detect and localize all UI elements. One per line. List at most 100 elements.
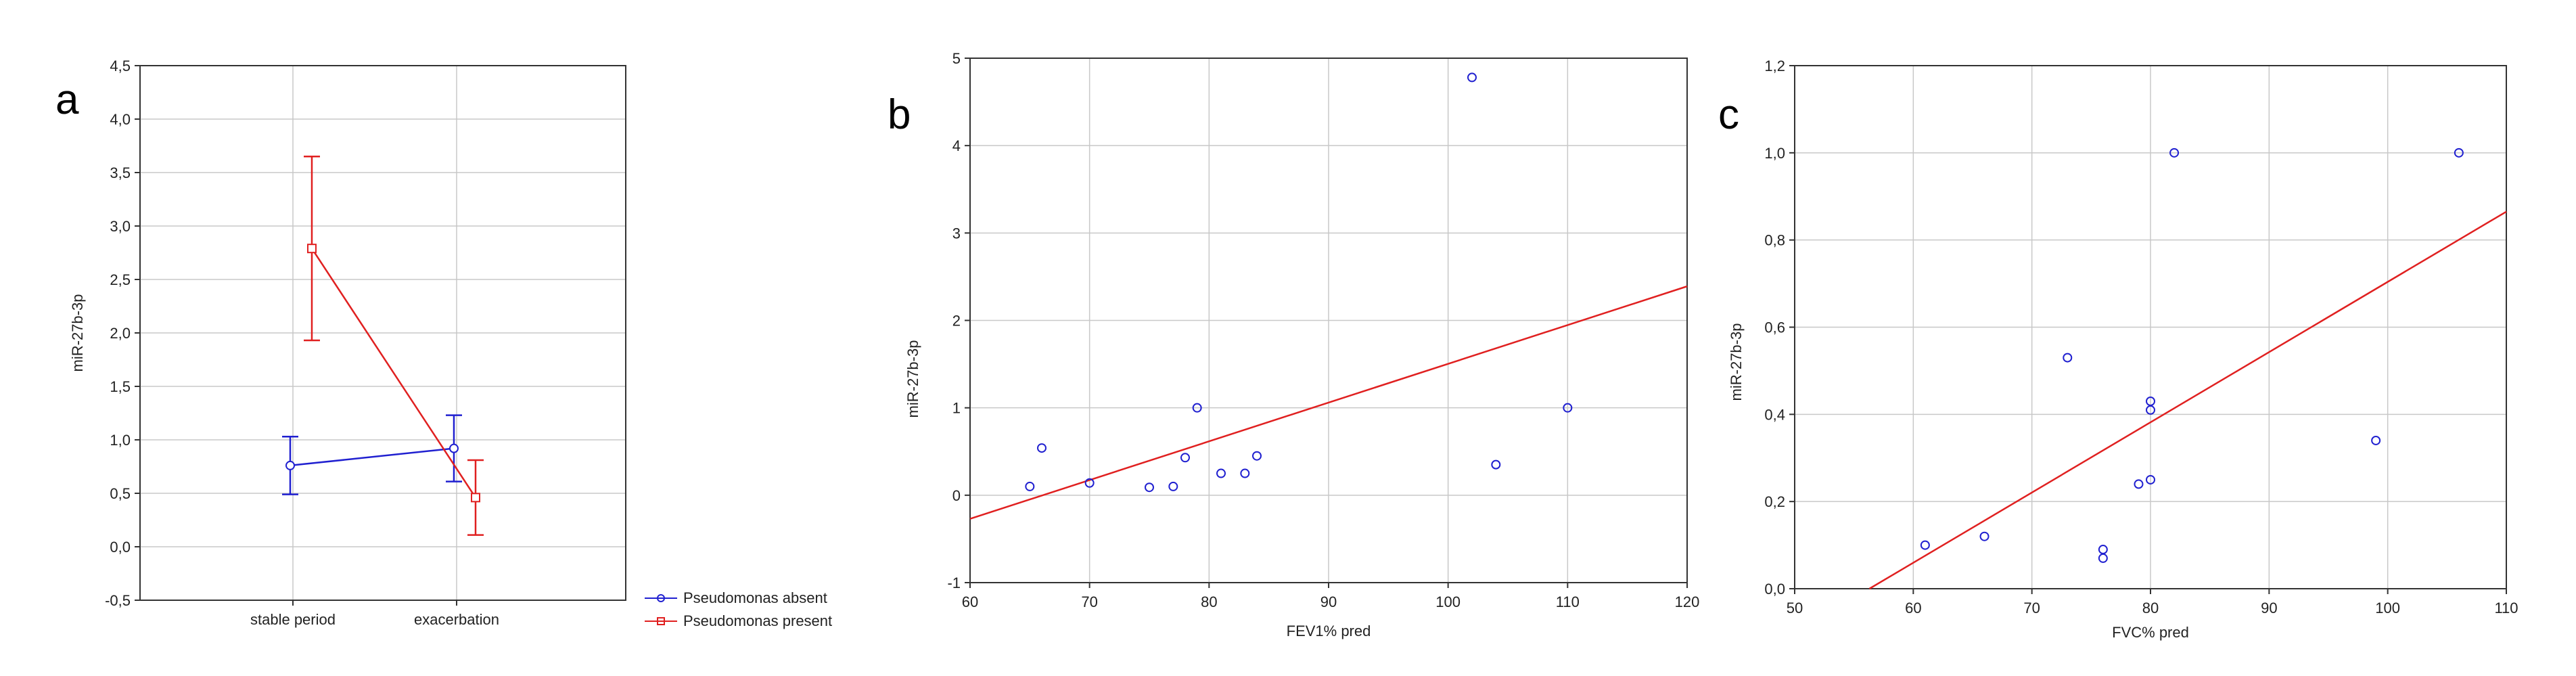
data-point xyxy=(2146,397,2155,407)
x-tick-label: 80 xyxy=(1201,593,1217,610)
y-tick-label: 1,5 xyxy=(110,378,131,395)
y-tick-label: -0,5 xyxy=(105,592,131,609)
x-tick-label: 110 xyxy=(2494,600,2518,616)
legend-marker-present xyxy=(657,617,665,625)
x-tick-label: 100 xyxy=(1435,593,1460,610)
chart-c: 0,0 0,2 0,4 0,6 0,8 1,0 1,2 50 60 70 80 90 100 110 F… xyxy=(1728,58,2518,641)
y-tick-label: 0,0 xyxy=(110,539,131,556)
data-point xyxy=(2454,148,2464,158)
data-point xyxy=(1979,531,1990,541)
data-point xyxy=(2169,148,2180,158)
y-tick-label: 4 xyxy=(952,137,961,154)
y-tick-label: 4,5 xyxy=(110,58,131,74)
chart-a: -0,5 0,0 0,5 1,0 1,5 2,0 2,5 3,0 3,5 4,0 4,5 stabl… xyxy=(69,58,832,629)
data-point xyxy=(1467,72,1477,83)
y-tick-label: 0,0 xyxy=(1764,581,1785,598)
x-tick-label: 70 xyxy=(2023,600,2040,616)
y-tick-label: 2 xyxy=(952,313,961,330)
y-tick-label: 2,5 xyxy=(110,271,131,288)
x-tick-label: 120 xyxy=(1675,593,1700,610)
series-line-1 xyxy=(290,447,455,467)
y-tick-label: 1,0 xyxy=(1764,145,1785,162)
y-tick-label: 0,4 xyxy=(1764,406,1785,423)
y-tick-label: 3 xyxy=(952,225,961,242)
chart-a-x-ticks: stable period exacerbation xyxy=(250,600,499,628)
chart-a-y-ticks: -0,5 0,0 0,5 1,0 1,5 2,0 2,5 3,0 3,5 4,0 4,5 xyxy=(105,58,140,609)
y-tick-label: 5 xyxy=(952,50,961,67)
panel-letter-c: c xyxy=(1718,91,1739,138)
x-tick-label: 60 xyxy=(1905,600,1921,616)
data-point xyxy=(1025,481,1035,491)
legend-marker-absent xyxy=(657,594,665,602)
x-tick-label: stable period xyxy=(250,611,336,628)
data-point xyxy=(1037,443,1046,453)
chart-b-fit xyxy=(969,285,1688,520)
chart-b-y-axis-title: miR-27b-3p xyxy=(904,340,921,418)
data-point xyxy=(285,460,295,470)
data-point xyxy=(1192,403,1202,413)
data-point xyxy=(1084,478,1095,488)
y-tick-label: 4,0 xyxy=(110,111,131,128)
x-tick-label: 70 xyxy=(1081,593,1097,610)
data-point xyxy=(1216,468,1226,478)
x-tick-label: 50 xyxy=(1787,600,1803,616)
chart-a-series xyxy=(282,156,484,536)
chart-b-x-ticks: 60 70 80 90 100 110 120 xyxy=(962,583,1700,610)
x-tick-label: 90 xyxy=(2261,600,2277,616)
data-point xyxy=(471,493,480,503)
series-line-2 xyxy=(310,248,477,499)
chart-b-y-ticks: -1 0 1 2 3 4 5 xyxy=(947,50,970,591)
y-tick-label: 0,5 xyxy=(110,485,131,502)
data-point xyxy=(2146,474,2155,485)
x-tick-label: 90 xyxy=(1320,593,1337,610)
chart-c-points xyxy=(1920,148,2464,563)
y-tick-label: 0,8 xyxy=(1764,232,1785,249)
data-point xyxy=(2134,479,2144,489)
y-tick-label: 3,5 xyxy=(110,164,131,181)
chart-c-y-ticks: 0,0 0,2 0,4 0,6 0,8 1,0 1,2 xyxy=(1764,58,1795,598)
data-point xyxy=(1491,459,1501,470)
chart-c-x-axis-title: FVC% pred xyxy=(2112,624,2189,641)
y-tick-label: 2,0 xyxy=(110,325,131,342)
x-tick-label: 60 xyxy=(962,593,978,610)
x-tick-label: 110 xyxy=(1556,593,1580,610)
chart-c-x-ticks: 50 60 70 80 90 100 110 xyxy=(1787,589,2518,616)
data-point xyxy=(1563,403,1573,413)
chart-b-points xyxy=(1025,72,1573,493)
data-point xyxy=(307,244,317,254)
chart-c-fit xyxy=(1868,210,2507,590)
data-point xyxy=(1168,481,1178,491)
x-tick-label: 100 xyxy=(2375,600,2400,616)
x-tick-label: exacerbation xyxy=(414,611,499,628)
panel-letter-a: a xyxy=(55,76,79,123)
regression-line xyxy=(969,285,1688,520)
data-point xyxy=(1180,453,1190,463)
y-tick-label: 1,2 xyxy=(1764,58,1785,74)
chart-b: -1 0 1 2 3 4 5 60 70 80 90 100 110 120 FEV1% pred mi… xyxy=(904,50,1699,639)
data-point xyxy=(1920,540,1930,550)
data-point xyxy=(1240,468,1250,478)
y-tick-label: 1,0 xyxy=(110,432,131,449)
x-tick-label: 80 xyxy=(2142,600,2159,616)
panel-letter-b: b xyxy=(888,91,911,138)
y-tick-label: 0,2 xyxy=(1764,493,1785,510)
y-tick-label: 0 xyxy=(952,487,961,504)
regression-line xyxy=(1868,210,2507,590)
legend-label-present: Pseudomonas present xyxy=(683,612,832,629)
y-tick-label: -1 xyxy=(947,574,961,591)
chart-a-legend: Pseudomonas absent Pseudomonas present xyxy=(645,589,832,629)
data-point xyxy=(2371,435,2381,445)
data-point xyxy=(1145,482,1154,493)
y-tick-label: 1 xyxy=(952,400,961,417)
data-point xyxy=(1252,451,1262,461)
chart-c-y-axis-title: miR-27b-3p xyxy=(1728,323,1745,401)
y-tick-label: 0,6 xyxy=(1764,319,1785,336)
data-point xyxy=(449,443,459,453)
chart-a-y-axis-title: miR-27b-3p xyxy=(69,294,86,372)
legend-label-absent: Pseudomonas absent xyxy=(683,589,827,606)
data-point xyxy=(2063,353,2073,363)
y-tick-label: 3,0 xyxy=(110,218,131,235)
chart-b-x-axis-title: FEV1% pred xyxy=(1287,623,1371,639)
